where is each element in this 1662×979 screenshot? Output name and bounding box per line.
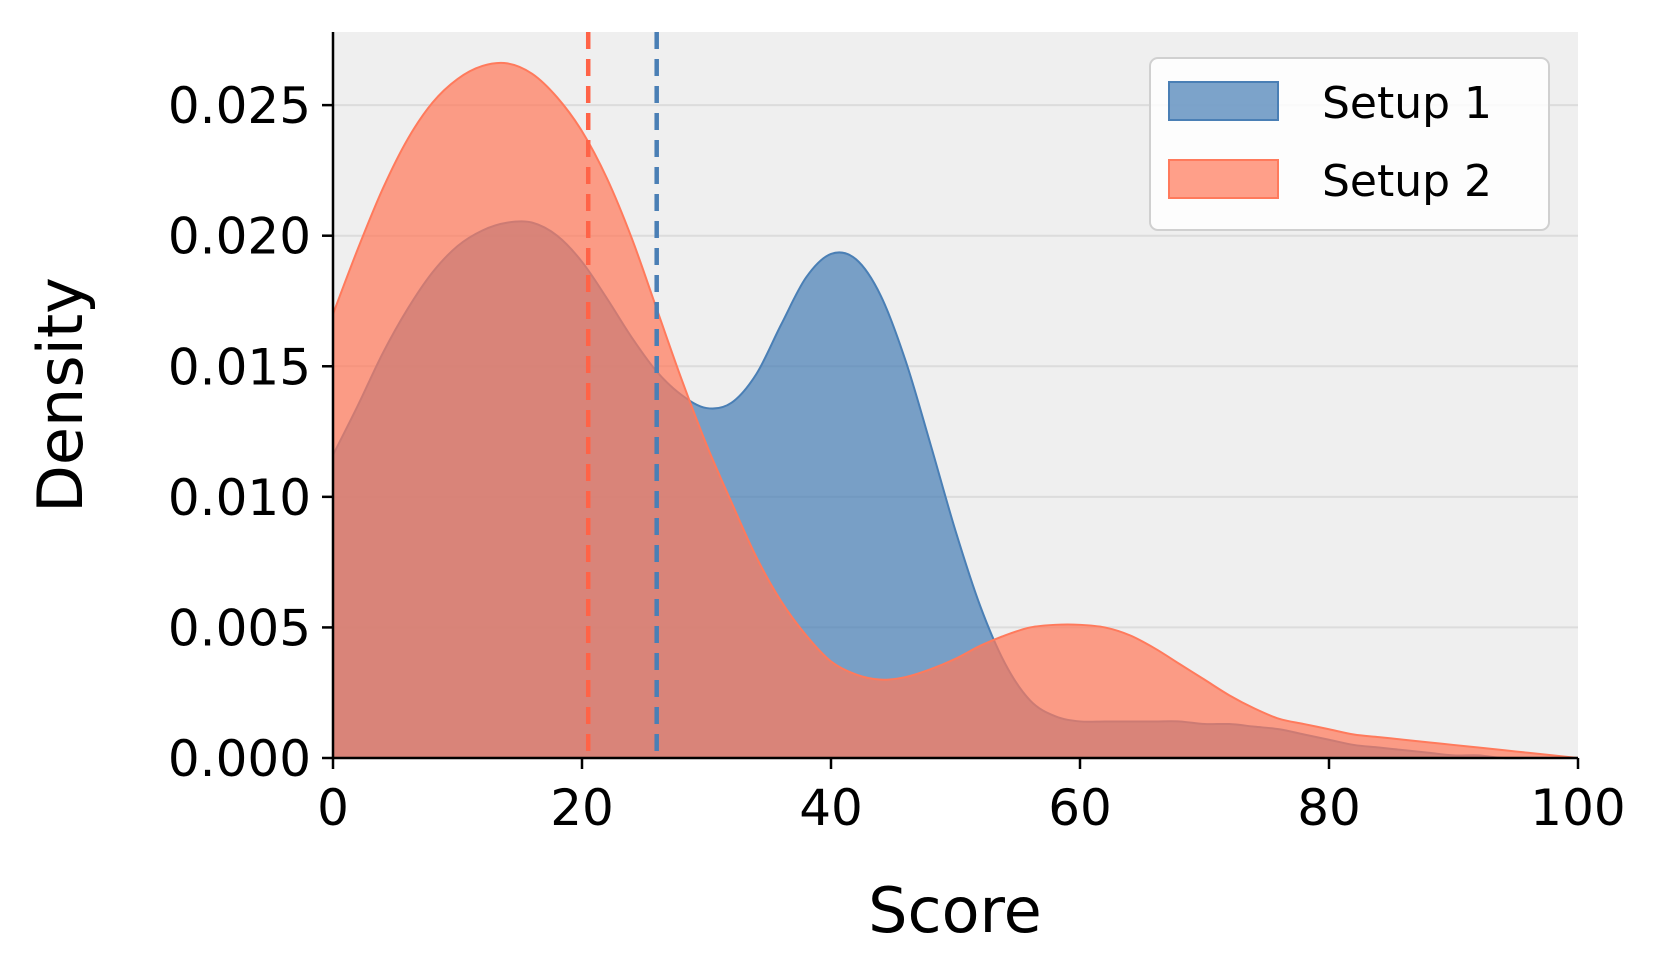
axes <box>331 32 1578 760</box>
y-tick-label: 0.010 <box>168 469 311 527</box>
series-areas <box>332 61 1579 760</box>
y-tick-label: 0.020 <box>168 208 311 266</box>
x-tick-label: 0 <box>317 779 349 837</box>
legend-label-setup-1: Setup 1 <box>1322 78 1492 129</box>
mean-lines <box>585 32 659 758</box>
x-tick-label: 100 <box>1530 779 1625 837</box>
x-tick-label: 20 <box>550 779 614 837</box>
y-tick-label: 0.000 <box>168 730 311 788</box>
y-axis-title: Density <box>24 277 97 513</box>
density-area-setup-2 <box>332 61 1579 759</box>
x-tick-label: 80 <box>1297 779 1361 837</box>
legend-label-setup-2: Setup 2 <box>1322 156 1492 207</box>
legend-swatch-setup-2 <box>1168 159 1279 199</box>
y-tick-label: 0.015 <box>168 338 311 396</box>
y-tick-label: 0.005 <box>168 599 311 657</box>
legend: Setup 1 Setup 2 <box>1149 57 1550 231</box>
x-ticks: 0 20 40 60 80 100 <box>317 758 1626 837</box>
x-axis-title: Score <box>868 874 1042 947</box>
x-tick-label: 60 <box>1048 779 1112 837</box>
x-tick-label: 40 <box>799 779 863 837</box>
y-ticks: 0.000 0.005 0.010 0.015 0.020 0.025 <box>168 77 333 788</box>
legend-swatch-setup-1 <box>1168 81 1279 121</box>
y-tick-label: 0.025 <box>168 77 311 135</box>
